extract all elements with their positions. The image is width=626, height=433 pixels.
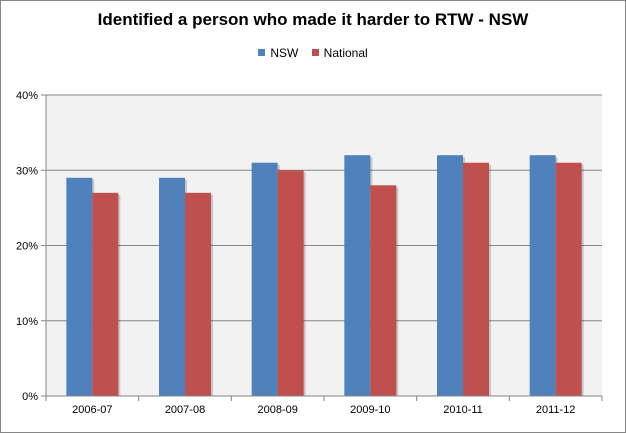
x-tick-label: 2007-08 [165, 404, 205, 416]
bar-nsw [66, 177, 93, 396]
legend-swatch-national [311, 49, 319, 56]
legend: NSW National [0, 46, 626, 60]
x-tick-label: 2011-12 [536, 404, 576, 416]
legend-item-national: National [311, 46, 368, 60]
bar-nsw [344, 155, 371, 396]
legend-swatch-nsw [258, 49, 266, 56]
legend-label-nsw: NSW [270, 46, 299, 60]
bar-national [277, 170, 304, 396]
x-tick-label: 2008-09 [257, 404, 297, 416]
y-tick-label: 40% [16, 90, 38, 102]
bar-nsw [251, 162, 278, 396]
x-tick-label: 2006-07 [72, 404, 112, 416]
bar-national [463, 162, 489, 396]
chart-title: Identified a person who made it harder t… [97, 10, 529, 29]
bar-nsw [529, 155, 556, 396]
bar-national [185, 192, 211, 396]
bar-national [92, 192, 119, 396]
y-tick-label: 30% [16, 165, 38, 177]
bar-national [370, 185, 397, 396]
legend-label-national: National [323, 46, 368, 60]
bar-national [555, 162, 582, 396]
bar-nsw [159, 177, 185, 396]
legend-item-nsw: NSW [258, 46, 298, 60]
y-tick-label: 20% [16, 241, 38, 253]
x-tick-label: 2010-11 [443, 404, 483, 416]
bar-nsw [437, 155, 463, 396]
x-tick-label: 2009-10 [350, 404, 390, 416]
y-tick-label: 10% [16, 316, 38, 328]
y-tick-label: 0% [22, 391, 38, 403]
